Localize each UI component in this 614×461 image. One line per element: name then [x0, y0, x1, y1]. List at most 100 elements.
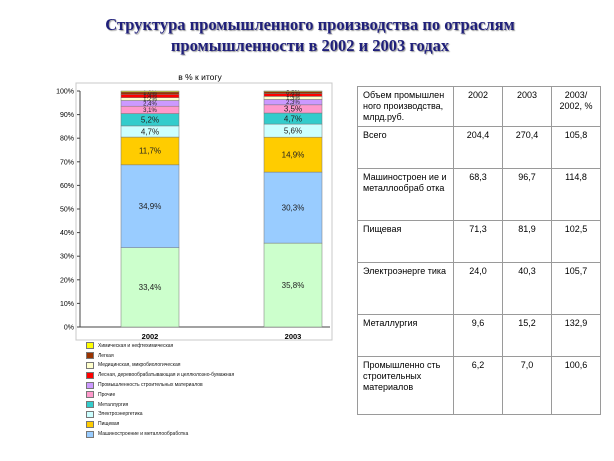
legend-swatch	[86, 410, 94, 418]
table-cell: Всего	[357, 126, 454, 169]
legend-label: Металлургия	[98, 401, 129, 408]
title-line-1: Структура промышленного производства по …	[105, 15, 515, 34]
table-cell: 114,8	[551, 168, 601, 221]
table-row: Электроэнерге тика 24,0 40,3 105,7	[357, 262, 601, 315]
y-tick-label: 20%	[60, 277, 74, 284]
data-label: 1,4%	[143, 94, 157, 100]
legend-item: Лесная, деревообрабатывающая и целлюлозн…	[86, 370, 336, 380]
legend-swatch	[86, 361, 94, 369]
legend-swatch	[86, 401, 94, 409]
table-cell: 105,8	[551, 126, 601, 169]
legend-label: Химическая и нефтехимическая	[98, 342, 174, 349]
data-label: 2,3%	[286, 100, 300, 106]
data-label: 4,7%	[141, 127, 159, 136]
table-row: Металлургия 9,6 15,2 132,9	[357, 314, 601, 357]
legend-item: Прочие	[86, 390, 336, 400]
bar-segment	[263, 242, 323, 328]
table-header-cell: 2003/ 2002, %	[551, 86, 601, 127]
y-tick-label: 80%	[60, 136, 74, 143]
y-tick-label: 40%	[60, 230, 74, 237]
table-cell: Металлургия	[357, 314, 454, 357]
legend-item: Медицинская, микробиологическая	[86, 361, 336, 371]
y-tick-label: 60%	[60, 183, 74, 190]
legend-swatch	[86, 430, 94, 438]
data-label: 3,5%	[284, 105, 302, 114]
x-tick-label: 2002	[142, 332, 159, 341]
data-label: 5,6%	[284, 126, 302, 135]
title-line-2: промышленности в 2002 и 2003 годах	[170, 36, 450, 55]
data-label: 30,3%	[282, 203, 305, 212]
bar-segment	[263, 136, 323, 173]
table-cell: 81,9	[502, 220, 552, 263]
table-header-cell: Объем промышлен ного производства, млрд.…	[357, 86, 454, 127]
table-header-cell: 2003	[502, 86, 552, 127]
table-cell: 7,0	[502, 356, 552, 415]
table-row: Пищевая 71,3 81,9 102,5	[357, 220, 601, 263]
data-label: 1,3%	[286, 96, 300, 102]
table-row: Промышленно сть строительных материалов 6…	[357, 356, 601, 415]
table-cell: 15,2	[502, 314, 552, 357]
chart-subtitle: в % к итогу	[178, 72, 222, 82]
y-tick-label: 30%	[60, 254, 74, 261]
legend-item: Пищевая	[86, 419, 336, 429]
legend-label: Пищевая	[98, 421, 120, 428]
data-label: 14,9%	[282, 150, 305, 159]
data-label: 4,7%	[284, 114, 302, 123]
data-label: 1,2%	[286, 93, 300, 99]
chart-legend: Химическая и нефтехимическая Легкая Медици…	[86, 341, 336, 439]
legend-label: Машиностроение и металлообработка	[98, 431, 189, 438]
table-cell: 204,4	[453, 126, 503, 169]
table-cell: 100,6	[551, 356, 601, 415]
legend-swatch	[86, 391, 94, 399]
table-cell: Машиностроен ие и металлообраб отка	[357, 168, 454, 221]
y-tick-label: 70%	[60, 159, 74, 166]
page-title: Структура промышленного производства по …	[70, 14, 550, 56]
production-table: Объем промышлен ного производства, млрд.…	[357, 86, 601, 415]
legend-item: Металлургия	[86, 400, 336, 410]
y-tick-label: 10%	[60, 301, 74, 308]
legend-item: Промышленность строительных материалов	[86, 380, 336, 390]
table-cell: 68,3	[453, 168, 503, 221]
table-cell: 105,7	[551, 262, 601, 315]
legend-item: Легкая	[86, 351, 336, 361]
legend-swatch	[86, 342, 94, 350]
table-cell: Пищевая	[357, 220, 454, 263]
data-label: 34,9%	[139, 202, 162, 211]
data-label: 5,2%	[141, 116, 159, 125]
table-header-row: Объем промышлен ного производства, млрд.…	[357, 86, 601, 127]
x-tick-label: 2003	[285, 332, 302, 341]
table-header-cell: 2002	[453, 86, 503, 127]
data-label: 11,7%	[139, 147, 161, 156]
table-cell: 71,3	[453, 220, 503, 263]
stacked-bar-chart: в % к итогу 0% 10% 20% 30% 40% 50% 60% 70% 80% 90…	[56, 72, 333, 341]
data-label: 0,8%	[286, 91, 300, 97]
bar-segment	[263, 90, 323, 92]
table-cell: 6,2	[453, 356, 503, 415]
bar-segment	[120, 136, 180, 166]
legend-swatch	[86, 352, 94, 360]
table-cell: 9,6	[453, 314, 503, 357]
legend-swatch	[86, 420, 94, 428]
y-tick-label: 0%	[64, 325, 74, 332]
legend-label: Промышленность строительных материалов	[98, 382, 203, 389]
bar-segment	[120, 90, 180, 93]
legend-item: Электроэнергетика	[86, 410, 336, 420]
table-cell: 96,7	[502, 168, 552, 221]
table-cell: 270,4	[502, 126, 552, 169]
legend-label: Электроэнергетика	[98, 411, 143, 418]
data-label: 3,1%	[143, 108, 157, 114]
table-cell: 102,5	[551, 220, 601, 263]
legend-item: Машиностроение и металлообработка	[86, 429, 336, 439]
table-row: Машиностроен ие и металлообраб отка 68,3 9…	[357, 168, 601, 221]
legend-label: Легкая	[98, 352, 114, 359]
data-label: 2,4%	[143, 101, 157, 107]
data-label: 1,2%	[143, 97, 157, 103]
legend-swatch	[86, 371, 94, 379]
legend-item: Химическая и нефтехимическая	[86, 341, 336, 351]
legend-label: Медицинская, микробиологическая	[98, 362, 181, 369]
y-tick-label: 50%	[60, 207, 74, 214]
data-label: 1,0%	[143, 91, 157, 97]
table-cell: 24,0	[453, 262, 503, 315]
y-tick-label: 90%	[60, 112, 74, 119]
legend-label: Лесная, деревообрабатывающая и целлюлозн…	[98, 372, 235, 379]
